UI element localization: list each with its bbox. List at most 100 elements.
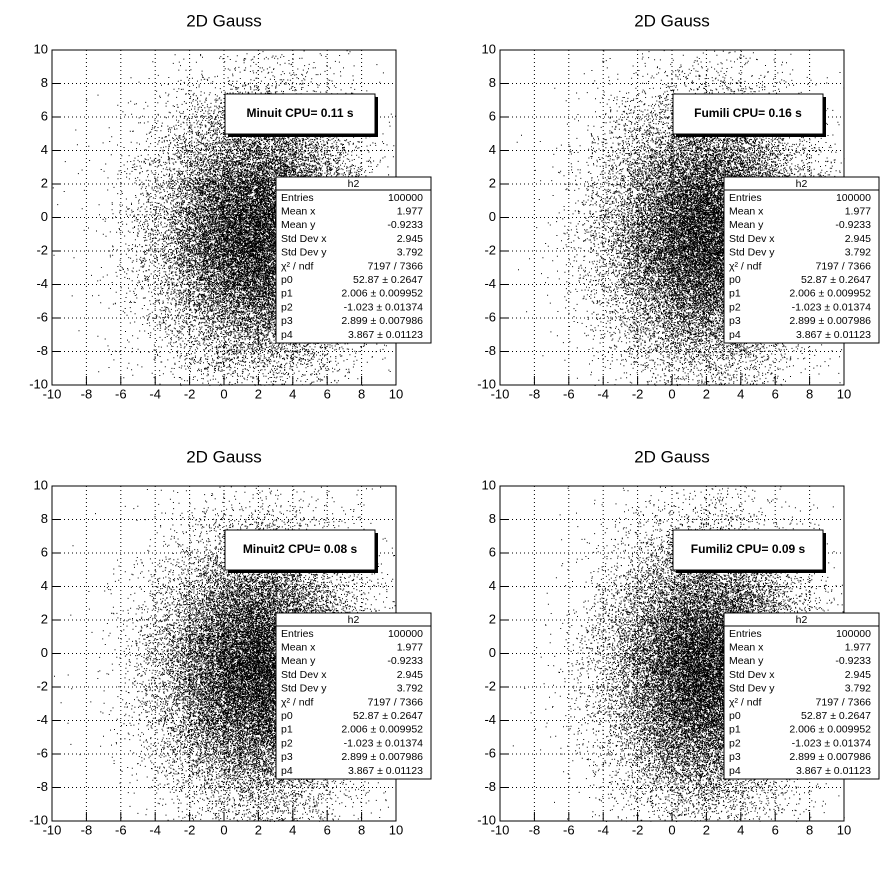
stats-name: Entries xyxy=(281,192,314,204)
x-tick-label: -8 xyxy=(529,822,541,837)
stats-value: 2.006 ± 0.009952 xyxy=(341,288,423,300)
stats-name: p4 xyxy=(281,329,293,341)
annotation: Fumili2 CPU= 0.09 s xyxy=(691,542,806,556)
y-tick-label: 6 xyxy=(489,544,496,559)
stats-name: Mean x xyxy=(729,641,764,653)
stats-name: p3 xyxy=(281,751,293,763)
y-tick-label: -4 xyxy=(36,276,48,291)
stats-title: h2 xyxy=(348,614,360,626)
x-tick-label: 10 xyxy=(389,386,403,401)
y-tick-label: 2 xyxy=(41,611,48,626)
stats-value: -0.9233 xyxy=(387,655,423,667)
stats-value: 3.792 xyxy=(397,683,423,695)
stats-name: Entries xyxy=(729,192,762,204)
stats-value: 2.945 xyxy=(845,669,871,681)
x-tick-label: -2 xyxy=(632,386,644,401)
y-tick-label: -10 xyxy=(29,812,48,827)
stats-title: h2 xyxy=(796,178,808,190)
y-tick-label: -4 xyxy=(484,712,496,727)
stats-value: -1.023 ± 0.01374 xyxy=(792,737,871,749)
stats-name: p1 xyxy=(729,724,741,736)
x-tick-label: 4 xyxy=(737,822,744,837)
stats-value: 2.899 ± 0.007986 xyxy=(341,315,423,327)
stats-value: 3.867 ± 0.01123 xyxy=(796,329,871,341)
x-tick-label: -6 xyxy=(563,386,575,401)
annotation-box xyxy=(672,529,824,571)
stats-value: 1.977 xyxy=(845,641,871,653)
stats-value: 3.867 ± 0.01123 xyxy=(796,765,871,777)
stats-value: -1.023 ± 0.01374 xyxy=(792,301,871,313)
y-tick-label: 10 xyxy=(482,477,496,492)
x-tick-label: -4 xyxy=(149,822,161,837)
y-tick-label: -2 xyxy=(484,242,496,257)
stats-name: Std Dev y xyxy=(281,683,327,695)
stats-name: Mean y xyxy=(729,655,764,667)
stats-value: 52.87 ± 0.2647 xyxy=(801,274,871,286)
x-tick-label: -10 xyxy=(491,386,510,401)
stats-value: 52.87 ± 0.2647 xyxy=(353,274,423,286)
stats-name: χ² / ndf xyxy=(281,260,313,272)
stats-name: p4 xyxy=(729,329,741,341)
stats-value: 3.792 xyxy=(397,247,423,259)
stats-title: h2 xyxy=(796,614,808,626)
stats-value: 3.792 xyxy=(845,683,871,695)
y-tick-label: -6 xyxy=(36,309,48,324)
stats-value: 2.899 ± 0.007986 xyxy=(789,315,871,327)
stats-name: p0 xyxy=(281,274,293,286)
stats-value: 2.945 xyxy=(845,233,871,245)
chart-title: 2D Gauss xyxy=(186,447,262,466)
stats-name: Mean y xyxy=(729,219,764,231)
stats-title: h2 xyxy=(348,178,360,190)
x-tick-label: -2 xyxy=(184,822,196,837)
panel: 2D Gauss -10 -8 -6 -4 -2 0 2 4 6 8 10 -10 -8 -6 -4 -2 0 2 4… xyxy=(29,11,432,401)
x-tick-label: 8 xyxy=(358,386,365,401)
x-tick-label: 10 xyxy=(389,822,403,837)
annotation: Minuit CPU= 0.11 s xyxy=(246,106,353,120)
panel: 2D Gauss -10 -8 -6 -4 -2 0 2 4 6 8 10 -10 -8 -6 -4 -2 0 2 4… xyxy=(477,447,880,837)
x-tick-label: 8 xyxy=(806,822,813,837)
y-tick-label: -8 xyxy=(484,779,496,794)
stats-box xyxy=(275,612,432,780)
stats-name: Std Dev x xyxy=(281,233,327,245)
y-tick-label: 6 xyxy=(41,108,48,123)
x-tick-label: 0 xyxy=(668,822,675,837)
x-tick-label: 8 xyxy=(806,386,813,401)
point-cloud xyxy=(516,50,845,386)
stats-box xyxy=(275,176,432,344)
y-tick-label: 0 xyxy=(41,209,48,224)
stats-value: 2.899 ± 0.007986 xyxy=(341,751,423,763)
stats-value: 7197 / 7366 xyxy=(368,696,424,708)
x-tick-label: 4 xyxy=(289,386,296,401)
y-tick-label: 0 xyxy=(489,645,496,660)
stats-value: 2.945 xyxy=(397,233,423,245)
stats-value: -0.9233 xyxy=(387,219,423,231)
panel: 2D Gauss -10 -8 -6 -4 -2 0 2 4 6 8 10 -10 -8 -6 -4 -2 0 2 4… xyxy=(477,11,880,401)
y-tick-label: 6 xyxy=(489,108,496,123)
x-tick-label: 0 xyxy=(220,822,227,837)
y-tick-label: -10 xyxy=(29,376,48,391)
annotation: Minuit2 CPU= 0.08 s xyxy=(243,542,358,556)
stats-value: 3.867 ± 0.01123 xyxy=(348,765,423,777)
stats-name: p2 xyxy=(729,737,741,749)
stats-name: p4 xyxy=(281,765,293,777)
x-tick-label: -8 xyxy=(529,386,541,401)
annotation-box xyxy=(224,93,376,135)
stats-name: p1 xyxy=(729,288,741,300)
stats-box xyxy=(723,176,880,344)
stats-name: Std Dev x xyxy=(729,233,775,245)
y-tick-label: 8 xyxy=(489,75,496,90)
stats-value: 100000 xyxy=(388,628,423,640)
x-tick-label: -4 xyxy=(149,386,161,401)
stats-value: 2.006 ± 0.009952 xyxy=(341,724,423,736)
stats-value: 52.87 ± 0.2647 xyxy=(353,710,423,722)
y-tick-label: 4 xyxy=(41,142,48,157)
stats-value: -0.9233 xyxy=(835,219,871,231)
x-tick-label: 10 xyxy=(837,822,851,837)
y-tick-label: -4 xyxy=(484,276,496,291)
y-tick-label: 6 xyxy=(41,544,48,559)
stats-box xyxy=(723,612,880,780)
x-tick-label: -2 xyxy=(184,386,196,401)
y-tick-label: 2 xyxy=(489,611,496,626)
stats-value: 1.977 xyxy=(845,205,871,217)
stats-name: Std Dev x xyxy=(729,669,775,681)
